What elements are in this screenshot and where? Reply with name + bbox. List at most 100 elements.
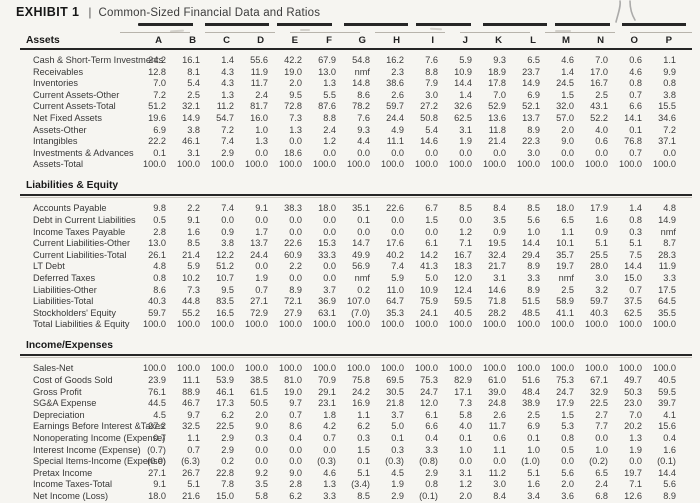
value-cell: 9.5 [221,284,234,295]
value-cell: 22.5 [216,421,234,432]
value-cell: 8.9 [527,124,540,135]
value-cell: 43.1 [590,101,608,112]
value-cell: 14.4 [522,238,540,249]
value-cell: 9.0 [255,421,268,432]
value-cell: 9.8 [153,203,166,214]
value-cell: 3.3 [663,273,676,283]
value-cell: 9.3 [357,124,370,135]
value-cell: 100.0 [177,159,200,170]
value-cell: 4.0 [459,421,472,432]
value-cell: 76.8 [624,136,642,147]
value-cell: 14.6 [420,136,438,147]
value-cell: 35.5 [658,307,676,318]
value-cell: 0.7 [255,284,268,295]
value-cell: 5.1 [357,467,370,478]
row-label: Net Fixed Assets [33,112,102,123]
value-cell: 52.1 [522,101,540,112]
column-header-h: H [393,35,400,46]
value-cell: 100.0 [449,319,472,330]
value-cell: 6.1 [425,409,438,420]
row-label: Gross Profit [33,386,82,397]
value-cell: 11.1 [182,375,200,386]
value-cell: 20.2 [624,421,642,432]
column-header-g: G [358,35,366,46]
value-cell: 55.2 [182,307,200,318]
value-cell: 62.5 [454,112,472,123]
value-cell: 0.1 [357,215,370,226]
value-cell: 21.8 [386,398,404,409]
value-cell: 0.9 [221,226,234,237]
value-cell: 52.2 [590,112,608,123]
section-divider [20,197,692,199]
value-cell: 32.4 [488,249,506,260]
value-cell: 56.9 [352,261,370,272]
row-label: SG&A Expense [33,398,97,409]
value-cell: 8.4 [493,491,506,501]
value-cell: 0.0 [459,147,472,158]
row-label: Current Liabilities-Other [33,238,131,249]
row-label: Liabilities-Other [33,284,97,295]
value-cell: 50.8 [420,112,438,123]
value-cell: 2.8 [289,479,302,490]
value-cell: 13.7 [522,112,540,123]
value-cell: 11.0 [386,284,404,295]
value-cell: 100.0 [313,363,336,374]
value-cell: 2.5 [187,89,200,100]
value-cell: 32.1 [182,101,200,112]
value-cell: 1.4 [459,89,472,100]
value-cell: 27.2 [420,101,438,112]
value-cell: 6.7 [425,203,438,214]
table-row: Cost of Goods Sold 23.9 11.1 53.9 38.5 81.0 70… [20,375,692,387]
value-cell: 44.5 [148,398,166,409]
value-cell: 0.1 [357,456,370,467]
value-cell: 0.2 [357,284,370,295]
value-cell: 41.3 [420,261,438,272]
value-cell: 0.0 [221,215,234,226]
value-cell: 1.8 [323,409,336,420]
value-cell: 2.9 [391,491,404,501]
value-cell: 42.2 [284,55,302,65]
value-cell: 5.1 [187,479,200,490]
value-cell: 15.5 [658,101,676,112]
value-cell: 8.5 [357,491,370,501]
value-cell: 100.0 [245,363,268,374]
table-row: Earnings Before Interest &Taxes 27.2 32.5 2… [20,421,692,433]
value-cell: 2.9 [221,147,234,158]
financial-table: Assets A B C D E F G H I J K L M N O P Cash & Short-Term … [20,35,692,503]
value-cell: 48.5 [522,307,540,318]
value-cell: 2.6 [493,409,506,420]
value-cell: 0.7 [153,433,166,444]
value-cell: 75.8 [352,375,370,386]
value-cell: 1.9 [391,479,404,490]
value-cell: 5.1 [595,238,608,249]
value-cell: 100.0 [177,363,200,374]
value-cell: 4.8 [153,261,166,272]
table-row: Intangibles 22.2 46.1 7.4 1.3 0.0 1.2 4.4 11.1 14… [20,136,692,148]
value-cell: 88.9 [182,386,200,397]
section-header-assets: Assets [26,35,60,46]
value-cell: 100.0 [585,363,608,374]
table-row: Depreciation 4.5 9.7 6.2 2.0 0.7 1.8 1.1 3.7 6.1 5… [20,410,692,422]
value-cell: 100.0 [517,319,540,330]
value-cell: (0.7) [147,444,166,455]
value-cell: 40.2 [386,249,404,260]
value-cell: 8.9 [527,261,540,272]
value-cell: 100.0 [619,159,642,170]
value-cell: 19.0 [284,386,302,397]
row-label: LT Debt [33,261,65,272]
value-cell: 100.0 [381,363,404,374]
value-cell: 1.3 [323,479,336,490]
value-cell: 16.5 [216,307,234,318]
row-label: Stockholders' Equity [33,307,116,318]
value-cell: 28.0 [590,261,608,272]
table-row: Current Assets-Other 7.2 2.5 1.3 2.4 9.5 5.5 8.… [20,90,692,102]
value-cell: 12.0 [420,398,438,409]
value-cell: 61.0 [488,375,506,386]
table-row: Assets-Other 6.9 3.8 7.2 1.0 1.3 2.4 9.3 4.9 5.4 3… [20,125,692,137]
value-cell: 11.9 [250,66,268,77]
value-cell: 6.9 [527,89,540,100]
value-cell: 7.3 [289,112,302,123]
value-cell: 38.3 [284,203,302,214]
value-cell: 100.0 [211,363,234,374]
value-cell: 100.0 [483,159,506,170]
